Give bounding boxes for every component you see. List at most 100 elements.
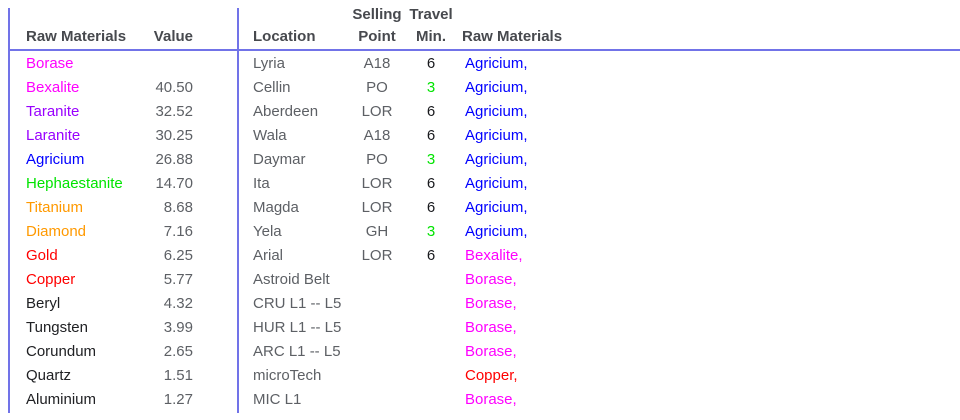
material-value-cell[interactable]: 4.32 — [163, 295, 193, 312]
material-value-cell[interactable]: 5.77 — [163, 271, 193, 288]
material-name-cell[interactable]: Quartz — [26, 367, 72, 384]
location-cell[interactable]: Arial — [253, 247, 284, 264]
material-value-cell[interactable]: 32.52 — [155, 103, 193, 120]
selling-point-cell[interactable]: LOR — [361, 175, 393, 192]
travel-min-cell[interactable] — [403, 292, 459, 316]
selling-point-cell[interactable]: LOR — [361, 247, 393, 264]
raw-materials-list-cell[interactable]: Agricium, Copper, Diamond, Gold, Hephaes… — [459, 196, 960, 220]
raw-materials-list-cell[interactable]: Agricium, Bexalite, Diamond, Hephaestani… — [459, 100, 960, 124]
table-row: Corundum 2.65 ARC L1 -- L5 Borase, Copper, … — [26, 340, 960, 364]
material-name-cell[interactable]: Tungsten — [26, 319, 88, 336]
material-value-cell[interactable]: 40.50 — [155, 79, 193, 96]
selling-point-cell[interactable]: A18 — [363, 55, 391, 72]
material-value-cell[interactable]: 30.25 — [155, 127, 193, 144]
selling-point-cell[interactable]: LOR — [361, 199, 393, 216]
material-value-cell[interactable]: 26.88 — [155, 151, 193, 168]
material-name-cell[interactable]: Laranite — [26, 127, 81, 144]
header-travel-min[interactable]: Travel Min. — [409, 6, 453, 45]
location-cell[interactable]: Yela — [253, 223, 282, 240]
travel-min-cell[interactable]: 6 — [426, 103, 436, 120]
travel-min-cell[interactable]: 3 — [426, 151, 436, 168]
location-cell[interactable]: Magda — [253, 199, 299, 216]
material-value-cell[interactable]: 1.27 — [163, 391, 193, 408]
material-value-cell[interactable] — [146, 52, 196, 76]
selling-point-cell[interactable]: A18 — [363, 127, 391, 144]
selling-point-cell[interactable] — [351, 388, 403, 412]
raw-materials-list-cell[interactable]: Borase, Copper, Diamond, Gold, Laranite,… — [459, 340, 960, 364]
travel-min-cell[interactable]: 6 — [426, 199, 436, 216]
selling-point-cell[interactable] — [351, 340, 403, 364]
material-name-cell[interactable]: Titanium — [26, 199, 83, 216]
material-chip: Agricium, — [465, 127, 528, 144]
selling-point-cell[interactable] — [351, 316, 403, 340]
material-name-cell[interactable]: Copper — [26, 271, 76, 288]
travel-min-cell[interactable]: 6 — [426, 55, 436, 72]
material-value-cell[interactable]: 7.16 — [163, 223, 193, 240]
selling-point-cell[interactable] — [351, 268, 403, 292]
selling-point-cell[interactable]: LOR — [361, 103, 393, 120]
header-location[interactable]: Location — [253, 28, 316, 45]
travel-min-cell[interactable] — [403, 340, 459, 364]
raw-materials-list-cell[interactable]: Borase, Copper, Diamond, Gold, Hephaesta… — [459, 292, 960, 316]
travel-min-cell[interactable] — [403, 388, 459, 412]
selling-point-cell[interactable]: GH — [365, 223, 389, 240]
travel-min-cell[interactable]: 3 — [426, 223, 436, 240]
travel-min-cell[interactable]: 3 — [426, 79, 436, 96]
travel-min-cell[interactable]: 6 — [426, 247, 436, 264]
material-name-cell[interactable]: Bexalite — [26, 79, 80, 96]
travel-min-cell[interactable]: 6 — [426, 175, 436, 192]
travel-min-cell[interactable]: 6 — [426, 127, 436, 144]
row-spacer — [196, 388, 253, 412]
material-name-cell[interactable]: Corundum — [26, 343, 97, 360]
material-value-cell[interactable]: 14.70 — [155, 175, 193, 192]
selling-point-cell[interactable] — [351, 292, 403, 316]
travel-min-cell[interactable] — [403, 268, 459, 292]
header-raw-materials-left[interactable]: Raw Materials — [26, 28, 127, 45]
raw-materials-list-cell[interactable]: Agricium, Copper, Diamond, Gold, Taranit… — [459, 124, 960, 148]
material-name-cell[interactable]: Diamond — [26, 223, 87, 240]
raw-materials-list-cell[interactable]: Agricium, Bexalite, Copper, Diamond, Gol… — [459, 76, 960, 100]
material-value-cell[interactable]: 6.25 — [163, 247, 193, 264]
location-cell[interactable]: Lyria — [253, 55, 285, 72]
travel-min-cell[interactable] — [403, 316, 459, 340]
material-name-cell[interactable]: Beryl — [26, 295, 61, 312]
raw-materials-list-cell[interactable]: Borase, Copper, Diamond, Gold, Laranite,… — [459, 388, 960, 412]
location-cell[interactable]: MIC L1 — [253, 391, 302, 408]
location-cell[interactable]: Wala — [253, 127, 287, 144]
material-value-cell[interactable]: 3.99 — [163, 319, 193, 336]
raw-materials-list-cell[interactable]: Borase, Copper, Diamond, Gold, Laranite,… — [459, 268, 960, 292]
raw-materials-list-cell[interactable]: Agricium, Bexalite, Copper, Diamond, Hep… — [459, 52, 960, 76]
location-cell[interactable]: Ita — [253, 175, 270, 192]
raw-materials-list-cell[interactable]: Bexalite, Hephaestanite — [459, 244, 960, 268]
material-value-cell[interactable]: 1.51 — [163, 367, 193, 384]
material-value-cell[interactable]: 8.68 — [163, 199, 193, 216]
header-raw-materials-right[interactable]: Raw Materials — [462, 28, 563, 45]
header-value[interactable]: Value — [153, 28, 193, 45]
location-cell[interactable]: Cellin — [253, 79, 291, 96]
location-cell[interactable]: HUR L1 -- L5 — [253, 319, 342, 336]
location-cell[interactable]: Aberdeen — [253, 103, 319, 120]
location-cell[interactable]: Astroid Belt — [253, 271, 330, 288]
material-value-cell[interactable]: 2.65 — [163, 343, 193, 360]
header-selling-point[interactable]: Selling Point — [352, 6, 402, 45]
location-cell[interactable]: ARC L1 -- L5 — [253, 343, 341, 360]
location-cell[interactable]: Daymar — [253, 151, 306, 168]
material-name-cell[interactable]: Borase — [26, 55, 74, 72]
location-cell[interactable]: microTech — [253, 367, 322, 384]
material-name-cell[interactable]: Gold — [26, 247, 58, 264]
raw-materials-list-cell[interactable]: Agricium, Copper, Diamond, Gold, Taranit… — [459, 148, 960, 172]
raw-materials-list-cell[interactable]: Borase, Copper, Diamond, Gold, Hephaesta… — [459, 316, 960, 340]
material-name-cell[interactable]: Hephaestanite — [26, 175, 123, 192]
selling-point-cell[interactable]: PO — [366, 151, 388, 168]
material-name-cell[interactable]: Aluminium — [26, 391, 97, 408]
travel-min-cell[interactable] — [403, 364, 459, 388]
location-cell[interactable]: CRU L1 -- L5 — [253, 295, 342, 312]
selling-point-cell[interactable] — [351, 364, 403, 388]
material-name-cell[interactable]: Agricium — [26, 151, 85, 168]
material-name-cell[interactable]: Taranite — [26, 103, 80, 120]
row-spacer — [196, 244, 253, 268]
raw-materials-list-cell[interactable]: Agricium, Diamond, Laranite — [459, 220, 960, 244]
selling-point-cell[interactable]: PO — [366, 79, 388, 96]
raw-materials-list-cell[interactable]: Agricium, Copper, Diamond, Gold, Titaniu… — [459, 172, 960, 196]
raw-materials-list-cell[interactable]: Copper, Diamond, Gold, Laranite, Taranit… — [459, 364, 960, 388]
